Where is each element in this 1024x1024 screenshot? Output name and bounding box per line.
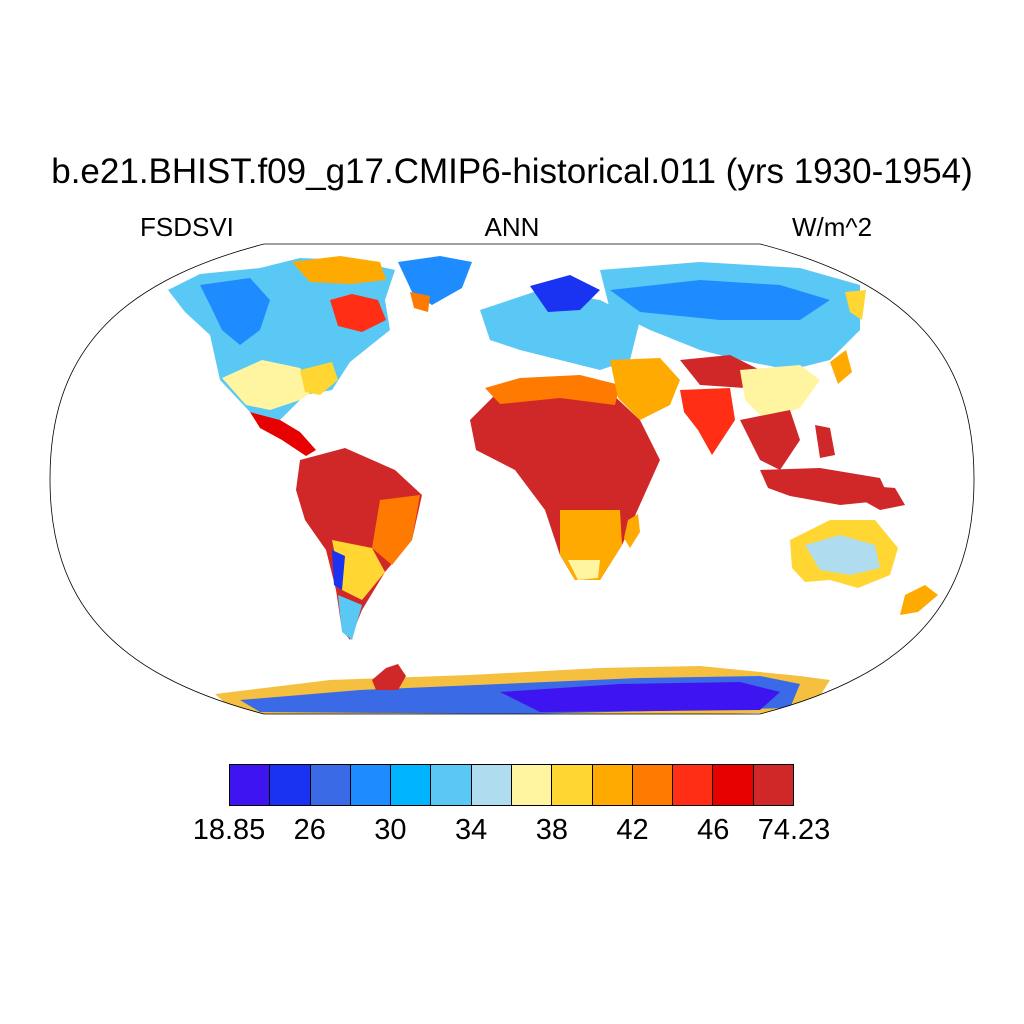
australia-interior [805,535,880,575]
colorbar-box [673,765,714,805]
colorbar-box [270,765,311,805]
madagascar [624,514,640,548]
season-label: ANN [484,212,540,242]
colorbar-tick-label: 18.85 [192,814,266,846]
colorbar-box [552,765,593,805]
philippines [815,425,835,458]
hudson-bay-area [330,294,386,332]
units-label: W/m^2 [792,212,873,242]
colorbar-box [310,765,351,805]
antarctic-peninsula [372,664,406,690]
greenland [398,256,472,305]
colorbar-box [230,765,271,805]
map-border [49,243,975,715]
colorbar-tick-label: 30 [374,814,407,846]
south-america-east [372,495,420,565]
colorbar [229,764,794,806]
colorbar-labels: 18.85 26 30 34 38 42 46 74.23 [0,812,1024,852]
colorbar-tick-label: 26 [293,814,326,846]
southeast-asia [740,410,800,470]
tibet-plateau [680,355,760,388]
north-america-east [300,362,338,395]
patagonia [338,595,362,640]
canadian-arctic [292,256,386,284]
colorbar-tick-label: 74.23 [757,814,831,846]
kamchatka [845,290,866,320]
colorbar-box [753,765,793,805]
colorbar-box [592,765,633,805]
variable-label: FSDSVI [140,212,234,242]
new-guinea [860,485,905,510]
colorbar-tick-label: 34 [455,814,488,846]
north-america-southwest [222,360,318,410]
new-zealand [900,585,938,615]
europe-region [480,290,640,370]
india [680,388,735,455]
south-america-south [332,540,385,600]
north-america-west [200,278,270,345]
colorbar-tick-label: 46 [697,814,730,846]
colorbar-tick-label: 42 [616,814,649,846]
middle-east [610,358,680,420]
greenland-south [410,292,430,312]
colorbar-box [350,765,392,805]
central-america [250,412,316,456]
colorbar-box [511,765,553,805]
japan [830,350,852,384]
colorbar-box [713,765,754,805]
colorbar-box [391,765,432,805]
colorbar-tick-label: 38 [535,814,568,846]
andes-blue [332,550,345,590]
north-africa-band [485,375,620,405]
colorbar-box [431,765,472,805]
siberia-north [610,280,830,320]
scandinavia [530,275,600,312]
indonesia [760,468,890,505]
antarctica-plateau [500,682,780,712]
south-africa-tip [568,560,600,580]
colorbar-box [632,765,674,805]
chart-title: b.e21.BHIST.f09_g17.CMIP6-historical.011… [51,152,973,191]
colorbar-box [471,765,512,805]
south-america-region [296,448,422,640]
east-asia [740,365,820,420]
land-fields [168,256,938,714]
